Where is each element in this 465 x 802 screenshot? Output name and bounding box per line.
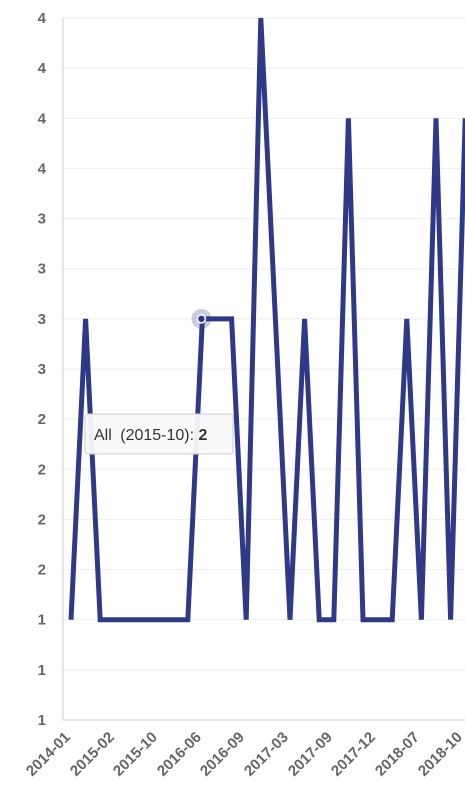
x-tick-label: 2016-06 bbox=[154, 729, 205, 780]
x-tick-label: 2015-02 bbox=[67, 729, 118, 780]
y-tick-label: 1 bbox=[38, 612, 46, 629]
series-line-all[interactable] bbox=[68, 17, 465, 623]
tooltip-colon: : bbox=[190, 427, 199, 444]
y-axis-ticks: 4 4 4 4 3 3 3 3 2 2 2 2 1 1 1 bbox=[38, 10, 47, 729]
y-tick-label: 3 bbox=[38, 211, 46, 228]
y-tick-label: 4 bbox=[38, 110, 47, 127]
y-tick-label: 1 bbox=[38, 712, 46, 729]
x-tick-label: 2018-10 bbox=[415, 729, 465, 780]
x-tick-label: 2016-09 bbox=[197, 729, 248, 780]
y-tick-label: 2 bbox=[38, 411, 46, 428]
hover-marker bbox=[191, 308, 212, 329]
x-tick-label: 2017-03 bbox=[241, 729, 292, 780]
y-tick-label: 3 bbox=[38, 261, 46, 278]
tooltip-text: All (2015-10): 2 bbox=[94, 427, 208, 444]
hover-point[interactable] bbox=[196, 314, 207, 324]
grid-lines bbox=[63, 17, 465, 721]
tooltip-label: (2015-10) bbox=[120, 427, 189, 444]
tooltip-value: 2 bbox=[199, 427, 208, 444]
x-axis-ticks: 2014-012015-022015-102016-062016-092017-… bbox=[23, 729, 465, 780]
y-tick-label: 4 bbox=[38, 10, 47, 27]
tooltip: All (2015-10): 2 bbox=[84, 413, 234, 455]
x-tick-label: 2015-10 bbox=[110, 729, 161, 780]
y-tick-label: 2 bbox=[38, 511, 46, 528]
x-tick-label: 2014-01 bbox=[23, 729, 74, 780]
y-tick-label: 2 bbox=[38, 461, 46, 478]
y-tick-label: 4 bbox=[38, 160, 47, 177]
x-tick-label: 2017-09 bbox=[285, 729, 336, 780]
x-tick-label: 2018-07 bbox=[372, 729, 423, 780]
y-tick-label: 4 bbox=[38, 60, 47, 77]
x-tick-label: 2017-12 bbox=[328, 729, 379, 780]
tooltip-series-name: All bbox=[94, 427, 112, 444]
y-tick-label: 1 bbox=[38, 662, 46, 679]
y-tick-label: 3 bbox=[38, 311, 46, 328]
y-tick-label: 2 bbox=[38, 562, 46, 579]
y-tick-label: 3 bbox=[38, 361, 46, 378]
tooltip-box bbox=[84, 413, 234, 455]
